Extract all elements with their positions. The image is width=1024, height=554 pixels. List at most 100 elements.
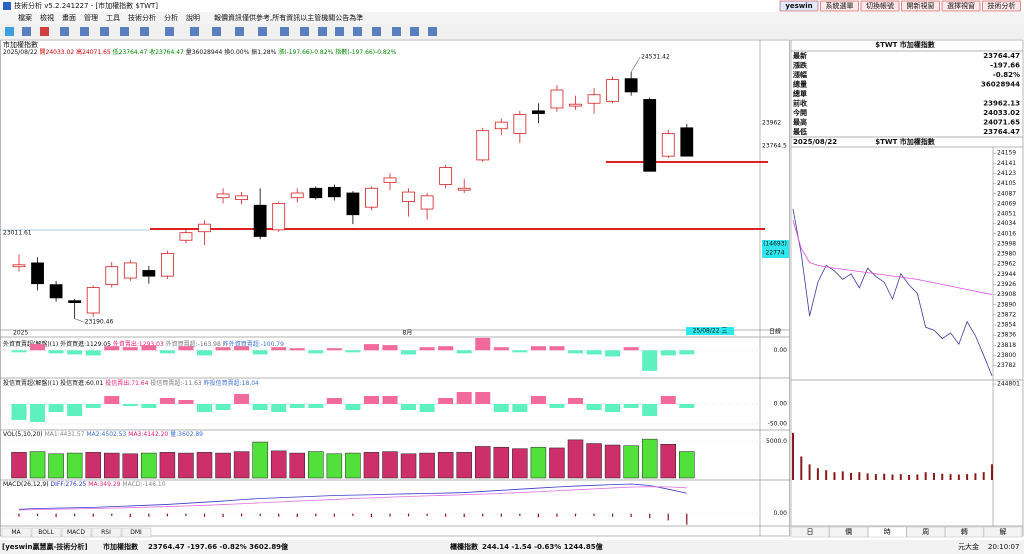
macd-bar xyxy=(203,513,206,517)
tab[interactable] xyxy=(829,526,868,538)
annotation: 22774 xyxy=(765,250,784,257)
tab[interactable] xyxy=(31,527,62,538)
menu-item[interactable]: 分析 xyxy=(164,13,178,22)
panel-title-part: 投信賣出:71.64 xyxy=(105,379,148,387)
tool-icon[interactable] xyxy=(318,27,327,36)
menu-item[interactable]: 檢視 xyxy=(40,13,54,22)
bar xyxy=(308,350,324,354)
tab[interactable] xyxy=(91,527,122,538)
intraday-volume-bar xyxy=(899,474,902,480)
bar xyxy=(549,447,565,479)
candle-body xyxy=(123,262,137,279)
bar xyxy=(400,453,417,479)
chart-info-part: 量36028944 xyxy=(186,49,223,56)
macd-bar xyxy=(556,513,558,517)
tool-icon[interactable] xyxy=(165,27,174,36)
y-tick-label: 24051 xyxy=(997,211,1016,218)
tab[interactable] xyxy=(1,527,32,538)
tool-icon[interactable] xyxy=(212,27,221,36)
bar xyxy=(401,404,417,410)
tool-icon[interactable] xyxy=(120,27,129,36)
tab[interactable] xyxy=(983,526,1023,538)
y-tick-label: 23782 xyxy=(997,362,1016,369)
tool-icon[interactable] xyxy=(392,27,401,36)
menu-button[interactable] xyxy=(941,0,981,12)
tool-icon[interactable] xyxy=(335,27,344,36)
bar xyxy=(382,451,398,479)
y-tick-label: -50.00 xyxy=(768,421,788,428)
bar xyxy=(104,396,120,404)
tool-icon[interactable] xyxy=(80,27,89,36)
bar xyxy=(456,350,472,354)
tool-icon[interactable] xyxy=(280,27,289,36)
tool-icon[interactable] xyxy=(428,27,437,36)
status-bar xyxy=(0,540,1024,554)
intraday-volume-bar xyxy=(866,473,869,480)
menu-button-label: 切換帳號 xyxy=(866,1,894,10)
menu-item[interactable]: 說明 xyxy=(186,13,200,22)
tab[interactable] xyxy=(906,526,946,538)
macd-bar xyxy=(389,513,391,517)
menu-item[interactable]: 畫面 xyxy=(62,13,76,22)
bar xyxy=(196,452,213,479)
bar xyxy=(660,396,676,404)
menu-item[interactable]: 管理 xyxy=(84,13,98,22)
tool-icon[interactable] xyxy=(353,27,362,36)
tool-icon[interactable] xyxy=(235,27,244,36)
tab[interactable] xyxy=(945,526,984,538)
tab[interactable] xyxy=(121,527,152,538)
bar xyxy=(141,452,157,479)
bar xyxy=(178,452,194,479)
menu-button[interactable] xyxy=(820,0,859,12)
menu-button[interactable] xyxy=(982,0,1021,12)
bar xyxy=(270,450,287,479)
tab[interactable] xyxy=(61,527,92,538)
y-tick-label: 23926 xyxy=(997,281,1016,288)
tool-icon[interactable] xyxy=(300,27,309,36)
menu-button[interactable] xyxy=(779,0,819,12)
window-title: 技術分析 v5.2.241227 - [市加權指數 $TWT] xyxy=(14,1,158,10)
tool-icon[interactable] xyxy=(258,27,267,36)
tool-icon[interactable] xyxy=(190,27,199,36)
panel-title-part: 外資買進:1129.05 xyxy=(60,340,111,348)
bar xyxy=(30,404,46,422)
menu-item[interactable]: 工具 xyxy=(106,14,120,22)
bar xyxy=(567,439,584,479)
macd-bar xyxy=(426,513,428,516)
annotation: 23764.5 xyxy=(762,143,787,150)
y-tick-label: 24141 xyxy=(997,160,1016,167)
tool-icon[interactable] xyxy=(372,27,381,36)
candle-body xyxy=(86,287,100,314)
toolbar-icons xyxy=(5,27,437,36)
tool-icon[interactable] xyxy=(22,27,31,36)
tab[interactable] xyxy=(790,526,830,538)
menu-button[interactable] xyxy=(901,0,940,12)
tool-icon[interactable] xyxy=(140,27,149,36)
tool-icon[interactable] xyxy=(100,27,109,36)
candle-body xyxy=(216,193,230,199)
tool-icon[interactable] xyxy=(5,27,14,36)
tool-icon[interactable] xyxy=(60,27,69,36)
bar xyxy=(11,452,27,479)
bar xyxy=(363,396,379,404)
tool-icon[interactable] xyxy=(410,27,419,36)
intraday-volume-bar xyxy=(833,472,836,480)
intraday-volume-bar xyxy=(932,472,935,480)
y-tick-label: 23800 xyxy=(997,352,1016,359)
tab[interactable] xyxy=(867,526,907,538)
menu-item[interactable]: 技術分析 xyxy=(128,13,156,22)
bar xyxy=(345,452,361,479)
menu-button[interactable] xyxy=(860,0,900,12)
quote-value: 24033.02 xyxy=(983,109,1020,117)
panel-title-part: MACD:-146.10 xyxy=(122,481,165,488)
bar xyxy=(641,438,658,479)
chart-info-part: 指數(-197.66)-0.82% xyxy=(335,48,396,56)
intraday-volume-bar xyxy=(858,472,861,480)
bar xyxy=(475,392,491,404)
tool-icon[interactable] xyxy=(40,27,49,36)
menu-item[interactable]: 檔案 xyxy=(18,13,32,22)
panel-title: 投信買賣超(解盤)(1) 投信買進:60.01 投信賣出:71.64 投信買賣超… xyxy=(3,379,259,387)
candle-body xyxy=(550,89,564,109)
bar xyxy=(48,453,64,479)
bar xyxy=(197,350,212,356)
